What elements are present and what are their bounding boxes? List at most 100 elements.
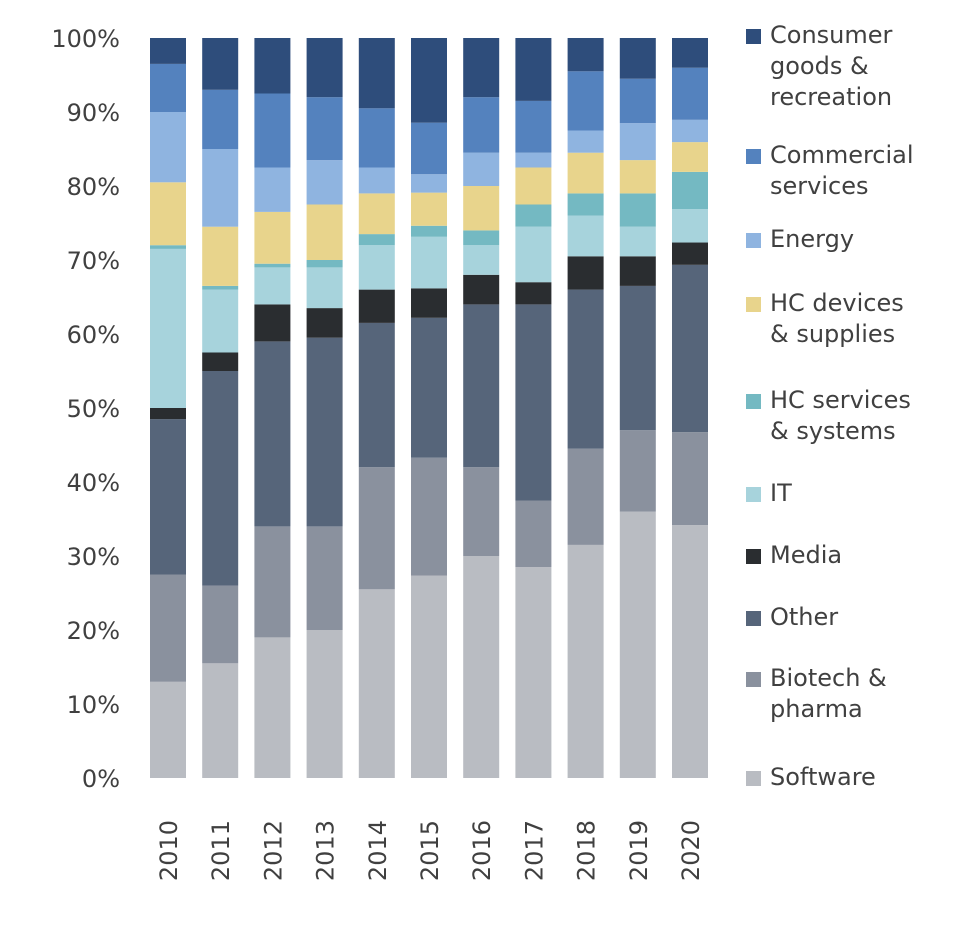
bar-segment: [672, 432, 708, 526]
legend-item: Other: [746, 602, 960, 633]
legend-item: IT: [746, 478, 960, 509]
x-tick-label: 2015: [416, 820, 444, 881]
y-tick-label: 20%: [67, 617, 120, 645]
bar-segment: [202, 226, 239, 286]
bar-segment: [672, 525, 708, 778]
bar-segment: [202, 289, 239, 353]
legend-label: Other: [770, 603, 839, 631]
x-tick-label: 2020: [677, 820, 705, 881]
y-tick-label: 10%: [67, 691, 120, 719]
bar-segment: [567, 193, 604, 216]
bar-segment: [619, 285, 656, 431]
bar-segment: [306, 260, 343, 268]
legend-item: Energy: [746, 224, 960, 255]
bar-segment: [150, 38, 186, 64]
bar-segment: [358, 38, 395, 109]
bar-segment: [358, 467, 395, 590]
bar-segment: [672, 142, 708, 172]
bar-segment: [254, 267, 291, 305]
bar-segment: [411, 288, 447, 318]
bar-segment: [619, 226, 656, 257]
bar-segment: [463, 152, 500, 186]
x-tick-label: 2016: [468, 820, 496, 881]
legend-swatch: [746, 487, 761, 502]
bar-segment: [672, 67, 708, 120]
bar-segment: [567, 38, 604, 72]
bar-segment: [515, 282, 552, 305]
bar-segment: [672, 264, 708, 433]
legend-swatch: [746, 394, 761, 409]
bar-segment: [463, 245, 500, 275]
legend-swatch: [746, 297, 761, 312]
y-axis: 0% 10% 20% 30% 40% 50% 60% 70% 80% 90% 100%: [51, 25, 120, 793]
legend-item: HC services & systems: [746, 385, 960, 447]
legend-swatch: [746, 29, 761, 44]
bar-segment: [515, 204, 552, 227]
legend-label: Biotech & pharma: [770, 664, 887, 723]
bar-segment: [254, 263, 291, 268]
bar-segment: [150, 408, 186, 420]
bar-segment: [463, 97, 500, 153]
bar-segment: [150, 419, 186, 575]
bar-segment: [358, 108, 395, 168]
bar-segment: [567, 130, 604, 153]
bar-segment: [515, 167, 552, 205]
bar-segment: [411, 225, 447, 237]
bar-segment: [567, 71, 604, 131]
legend-label: IT: [770, 479, 792, 507]
bar-segment: [358, 289, 395, 323]
bar-segment: [150, 182, 186, 246]
bar-segment: [358, 589, 395, 778]
bar-segment: [306, 97, 343, 161]
bar-segment: [463, 230, 500, 246]
bar-segment: [567, 215, 604, 257]
bar-segment: [306, 267, 343, 309]
bar-segment: [567, 256, 604, 290]
legend-label: Media: [770, 541, 843, 569]
x-tick-label: 2013: [312, 820, 340, 881]
bar-segment: [358, 234, 395, 246]
bar-segment: [254, 637, 291, 778]
bar-segment: [254, 526, 291, 638]
legend-swatch: [746, 771, 761, 786]
legend-swatch: [746, 672, 761, 687]
bar-segment: [202, 663, 239, 778]
legend-item: HC devices & supplies: [746, 288, 960, 350]
legend-item: Commercial services: [746, 140, 960, 202]
x-tick-label: 2019: [625, 820, 653, 881]
bar-segment: [411, 317, 447, 458]
bar-segment: [619, 430, 656, 512]
bar-segment: [254, 304, 291, 342]
bar-segment: [619, 160, 656, 194]
bar-segment: [358, 322, 395, 468]
bar-segment: [411, 38, 447, 123]
y-tick-label: 70%: [67, 247, 120, 275]
bar-segment: [254, 167, 291, 212]
x-axis: 2010 2011 2012 2013 2014 2015 2016 2017 2018 2019…: [155, 820, 705, 881]
bar-segment: [202, 89, 239, 149]
bar-segment: [619, 193, 656, 227]
legend-item: Software: [746, 762, 960, 793]
bar-segment: [411, 236, 447, 289]
bar-segment: [567, 152, 604, 194]
legend-swatch: [746, 611, 761, 626]
bar-segment: [202, 149, 239, 227]
y-tick-label: 100%: [51, 25, 120, 53]
legend-label: Energy: [770, 225, 855, 253]
bar-segment: [202, 285, 239, 290]
bar-segment: [411, 457, 447, 576]
x-tick-label: 2010: [155, 820, 183, 881]
bar-segment: [306, 337, 343, 527]
legend-swatch: [746, 149, 761, 164]
bar-segment: [306, 38, 343, 98]
bar-segment: [463, 467, 500, 556]
y-tick-label: 30%: [67, 543, 120, 571]
bar-segment: [515, 304, 552, 501]
legend-label: Consumer goods & recreation: [770, 21, 893, 111]
bar-segment: [150, 245, 186, 249]
bar-segment: [619, 78, 656, 124]
chart-plot: 0%10%20%30%40%50%60%70%80%90%100% 2010 20…: [51, 25, 708, 881]
y-tick-label: 90%: [67, 99, 120, 127]
bar-segment: [254, 93, 291, 168]
